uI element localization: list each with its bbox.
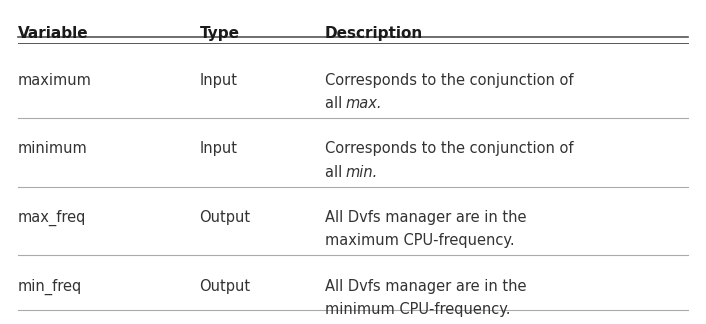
Text: maximum: maximum	[18, 73, 92, 88]
Text: Corresponds to the conjunction of: Corresponds to the conjunction of	[325, 73, 573, 88]
Text: max_freq: max_freq	[18, 210, 87, 226]
Text: min_freq: min_freq	[18, 279, 83, 295]
Text: Input: Input	[200, 141, 237, 156]
Text: minimum CPU-frequency.: minimum CPU-frequency.	[325, 302, 510, 317]
Text: Variable: Variable	[18, 26, 89, 41]
Text: Output: Output	[200, 210, 251, 225]
Text: All Dvfs manager are in the: All Dvfs manager are in the	[325, 279, 527, 294]
Text: Corresponds to the conjunction of: Corresponds to the conjunction of	[325, 141, 573, 156]
Text: Input: Input	[200, 73, 237, 88]
Text: all: all	[325, 96, 347, 111]
Text: Type: Type	[200, 26, 239, 41]
Text: min.: min.	[345, 165, 378, 180]
Text: All Dvfs manager are in the: All Dvfs manager are in the	[325, 210, 527, 225]
Text: max.: max.	[345, 96, 382, 111]
Text: maximum CPU-frequency.: maximum CPU-frequency.	[325, 233, 515, 249]
Text: all: all	[325, 165, 347, 180]
Text: Description: Description	[325, 26, 424, 41]
Text: Output: Output	[200, 279, 251, 294]
Text: minimum: minimum	[18, 141, 88, 156]
